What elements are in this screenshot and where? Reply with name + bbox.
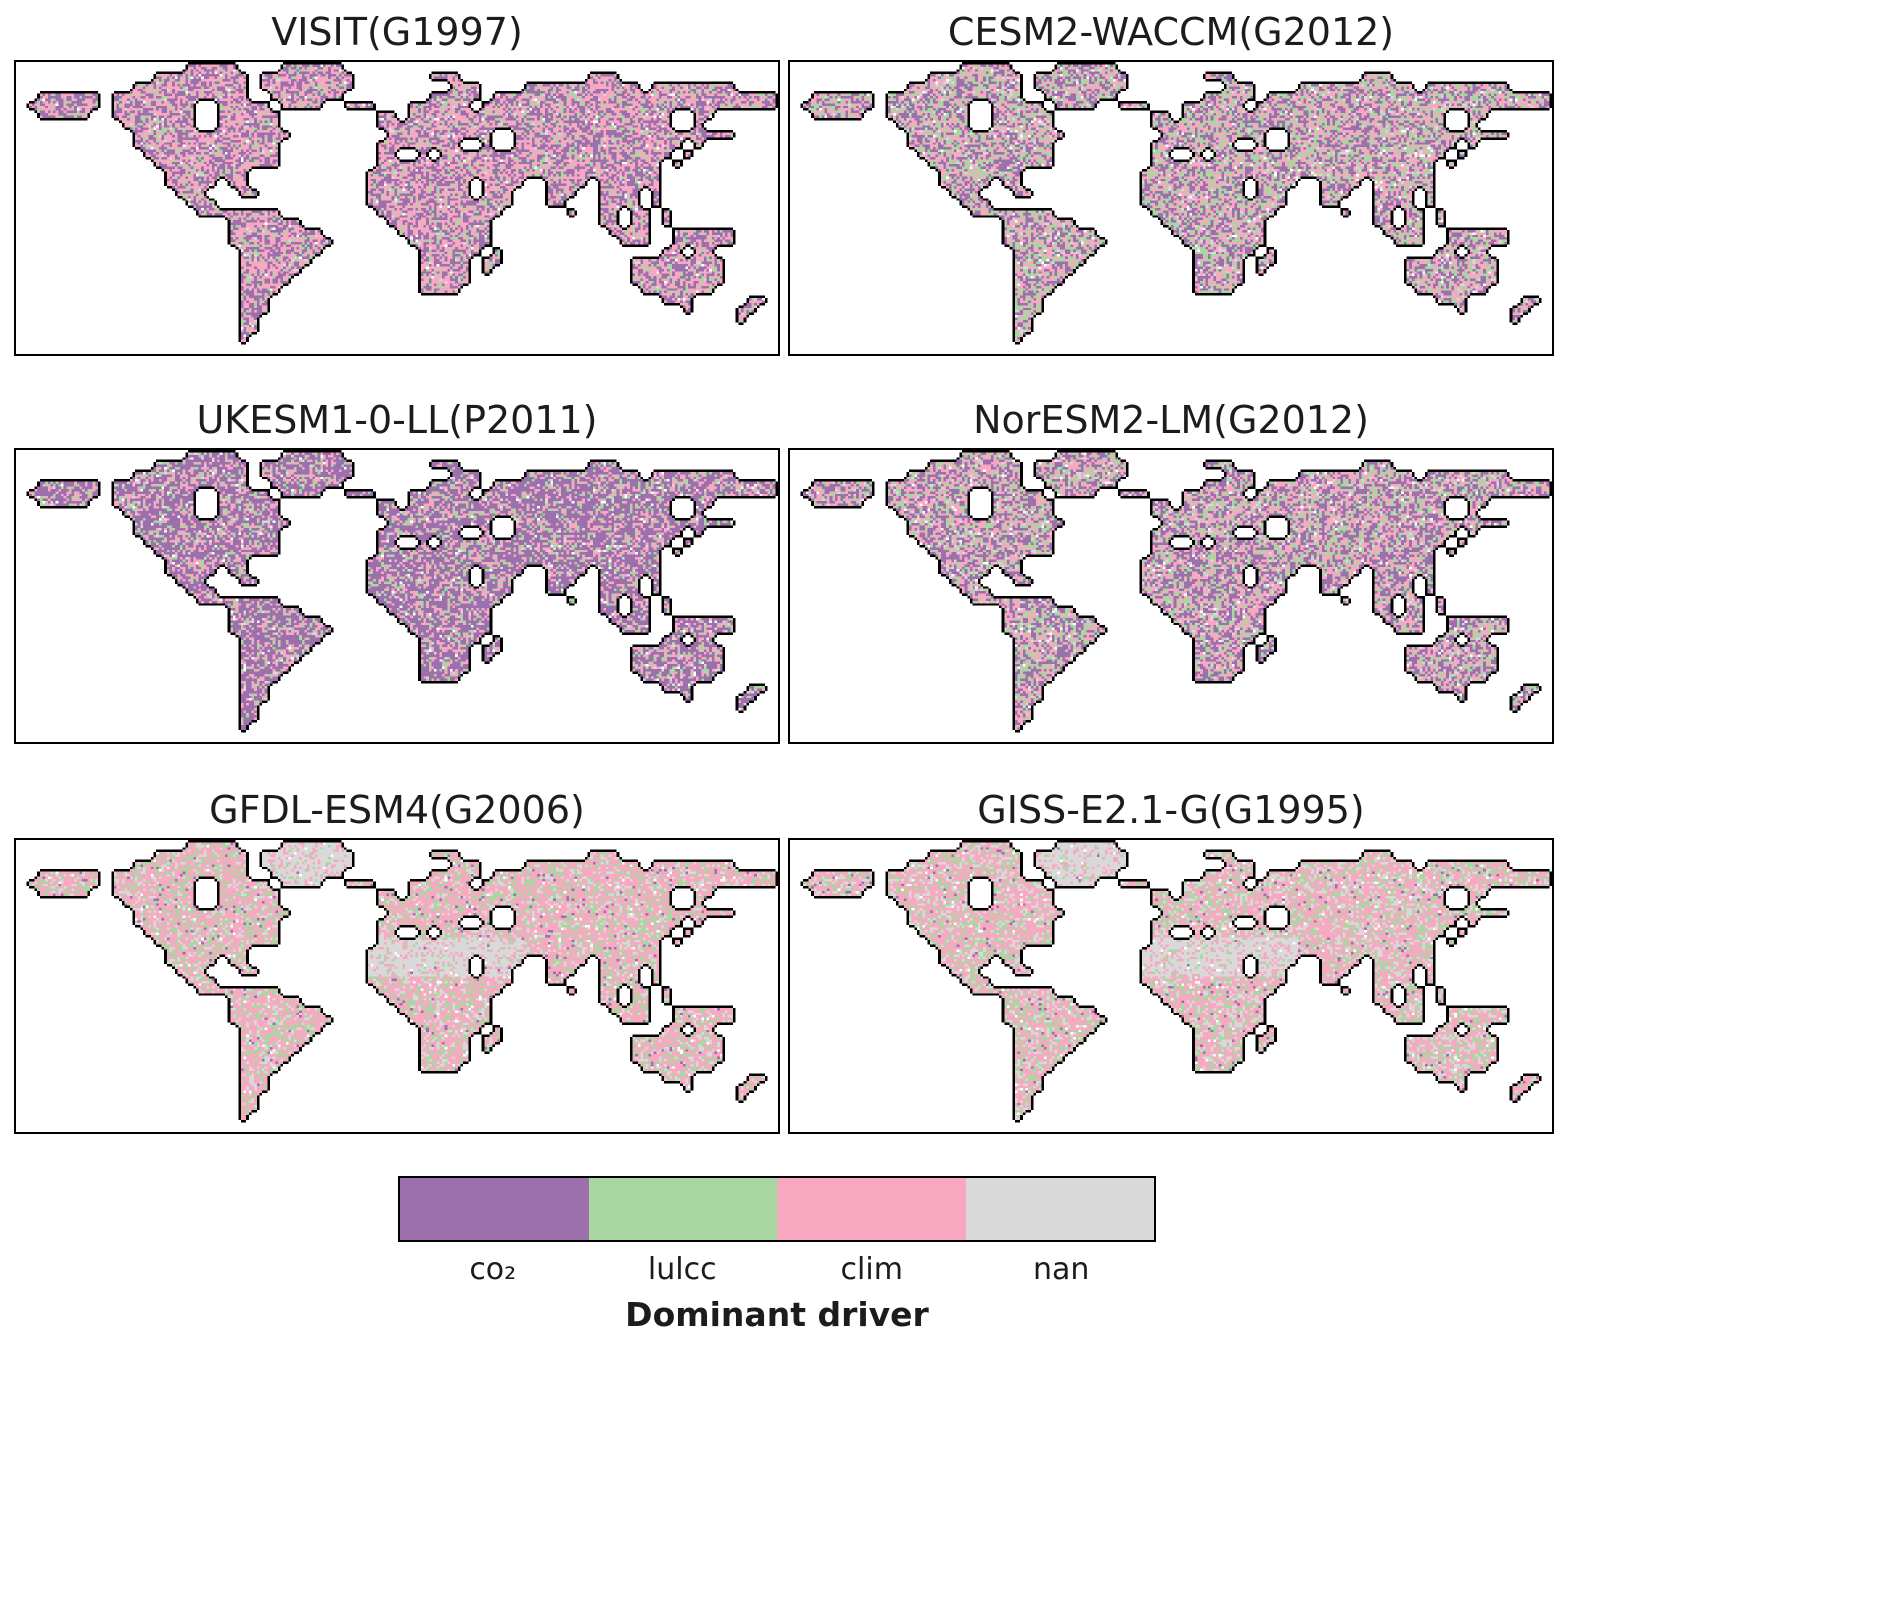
legend-label-clim: clim (840, 1252, 903, 1287)
panel-cesm2-waccm-g2012: CESM2-WACCM(G2012) (788, 4, 1558, 356)
world-map-ukesm1 (14, 448, 780, 744)
world-map-cesm2-waccm (788, 60, 1554, 356)
panel-visit-g1997: VISIT(G1997) (14, 4, 784, 356)
panel-title: GFDL-ESM4(G2006) (209, 788, 585, 832)
panel-giss-e21-g-g1995: GISS-E2.1-G(G1995) (788, 782, 1558, 1134)
world-map-giss (788, 838, 1554, 1134)
legend-label-lulcc: lulcc (647, 1252, 717, 1287)
panel-title: UKESM1-0-LL(P2011) (196, 398, 598, 442)
colorbar-tick-labels: co₂ lulcc clim nan (398, 1252, 1156, 1287)
colorbar-segment-lulcc (588, 1178, 777, 1240)
world-map-gfdl (14, 838, 780, 1134)
panel-gfdl-esm4-g2006: GFDL-ESM4(G2006) (14, 782, 784, 1134)
legend-label-nan: nan (1033, 1252, 1090, 1287)
legend: co₂ lulcc clim nan Dominant driver (398, 1176, 1156, 1334)
panel-title: CESM2-WACCM(G2012) (947, 10, 1395, 54)
colorbar-segment-co2 (400, 1178, 589, 1240)
panel-title: GISS-E2.1-G(G1995) (977, 788, 1365, 832)
panel-noresm2-lm-g2012: NorESM2-LM(G2012) (788, 392, 1558, 744)
panel-ukesm1-0-ll-p2011: UKESM1-0-LL(P2011) (14, 392, 784, 744)
panel-title: NorESM2-LM(G2012) (973, 398, 1369, 442)
world-map-visit (14, 60, 780, 356)
colorbar (398, 1176, 1156, 1242)
colorbar-segment-clim (777, 1178, 966, 1240)
world-map-noresm2 (788, 448, 1554, 744)
panel-title: VISIT(G1997) (271, 10, 523, 54)
legend-title: Dominant driver (625, 1295, 929, 1334)
legend-label-co2: co₂ (469, 1252, 517, 1287)
colorbar-segment-nan (965, 1178, 1154, 1240)
